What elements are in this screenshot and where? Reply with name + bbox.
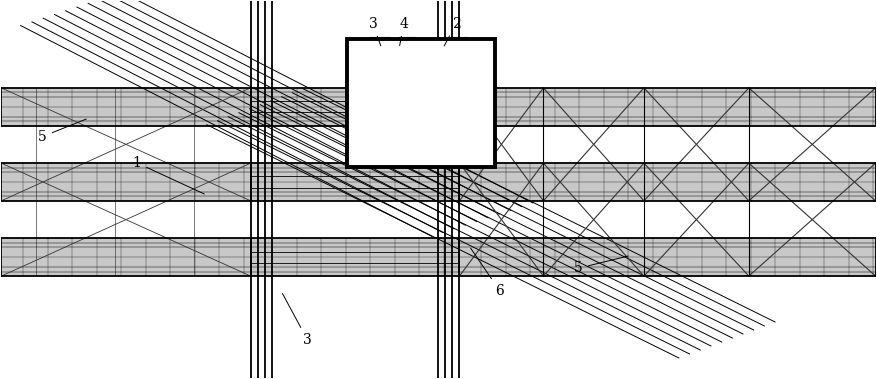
Text: 4: 4	[399, 17, 408, 46]
Text: 5: 5	[574, 256, 628, 275]
Bar	[460, 88, 875, 125]
Bar	[2, 88, 251, 125]
Bar	[251, 88, 460, 125]
Bar	[346, 39, 496, 167]
Bar	[460, 238, 875, 276]
Bar	[460, 163, 875, 201]
Text: 1: 1	[132, 156, 204, 194]
Text: 3: 3	[368, 17, 381, 46]
Bar	[251, 238, 460, 276]
Bar	[2, 238, 251, 276]
Bar	[2, 163, 251, 201]
Text: 3: 3	[282, 293, 311, 347]
Bar	[251, 163, 460, 201]
Text: 6: 6	[471, 248, 504, 298]
Text: 2: 2	[444, 17, 460, 46]
Text: 5: 5	[38, 119, 86, 144]
